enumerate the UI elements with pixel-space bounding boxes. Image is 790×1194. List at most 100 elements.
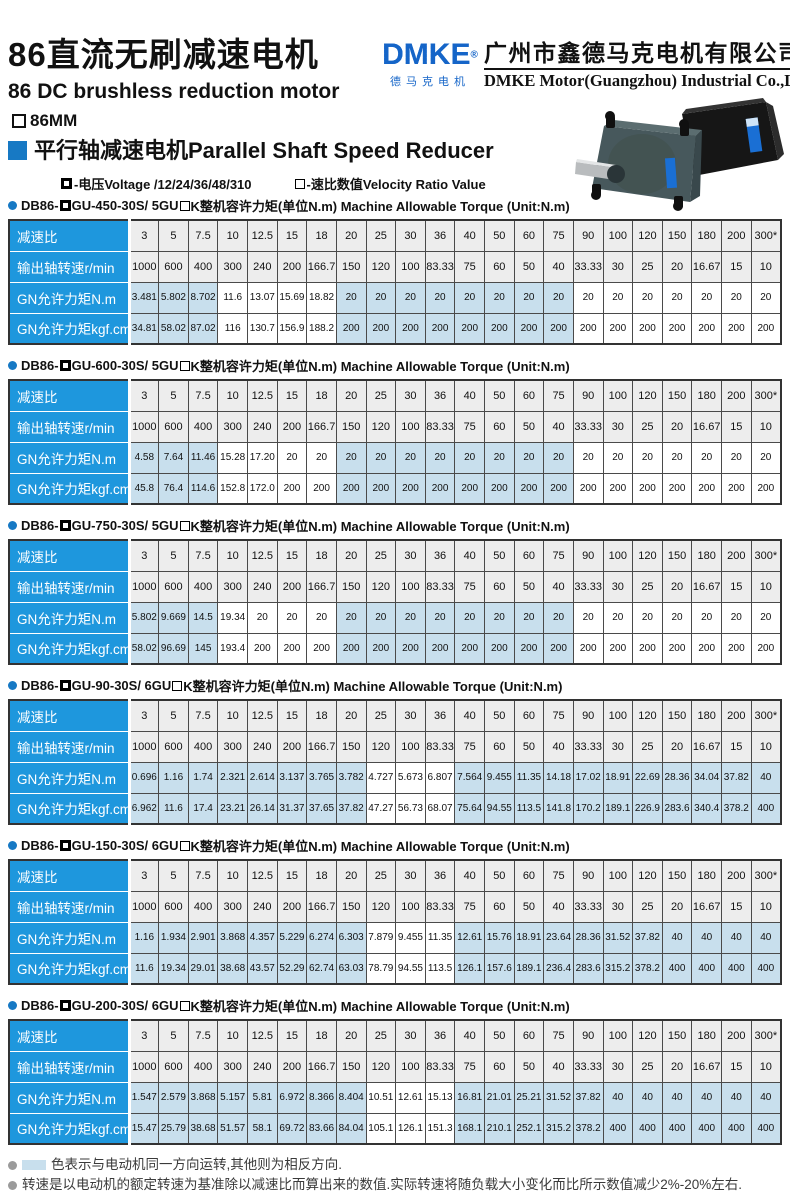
bullet-icon	[8, 361, 17, 370]
table-cell: 120	[365, 250, 397, 283]
table-row: 减速比 3 5 7.5 10 12.5 15 18 20 25 30 36 40 50 60 75 90 100 1…	[8, 1019, 782, 1052]
table-cell: 20	[306, 601, 337, 634]
table-cell: 10	[750, 570, 782, 603]
table-cell: 18	[306, 1019, 337, 1052]
table-cell: 33.33	[572, 890, 604, 923]
row-label: 输出轴转速r/min	[8, 730, 131, 763]
table-cell: 5	[158, 1019, 189, 1052]
table-cell: 150	[335, 410, 367, 443]
table-cell: 200	[602, 472, 634, 505]
table-cell: 33.33	[572, 250, 604, 283]
table-cell: 30	[602, 890, 634, 923]
table-cell: 20	[661, 601, 693, 634]
table-cell: 18	[306, 859, 337, 892]
table-cell: 20	[602, 441, 634, 474]
table-cell: 189.1	[513, 952, 545, 985]
table-cell: 18	[306, 699, 337, 732]
table-cell: 20	[484, 441, 515, 474]
table-cell: 400	[187, 1050, 219, 1083]
table-cell: 20	[572, 441, 604, 474]
table-cell: 11.35	[513, 761, 545, 794]
table-cell: 200	[335, 632, 367, 665]
table-row: 输出轴转速r/min 1000 600 400 300 240 200 166.7 150 120…	[8, 1050, 782, 1083]
table-cell: 200	[750, 472, 782, 505]
table-cell: 75	[454, 730, 485, 763]
table-cell: 20	[513, 441, 545, 474]
table-section-450: DB86- GU-450-30S/ 5GU K整机容许力矩(单位N.m) Machi…	[8, 196, 782, 345]
table-cell: 30	[395, 699, 426, 732]
table-cell: 1.16	[128, 921, 160, 954]
table-cell: 60	[484, 890, 515, 923]
table-cell: 150	[661, 219, 693, 252]
table-cell: 75	[454, 410, 485, 443]
table-cell: 6.807	[424, 761, 456, 794]
ratio-box-icon	[179, 200, 190, 211]
table-cell: 166.7	[306, 250, 337, 283]
table-cell: 76.4	[158, 472, 189, 505]
table-cell: 200	[602, 632, 634, 665]
table-cell: 2.579	[158, 1081, 189, 1114]
table-cell: 30	[395, 539, 426, 572]
table-cell: 20	[335, 601, 367, 634]
table-cell: 20	[335, 699, 367, 732]
row-label: GN允许力矩N.m	[8, 281, 131, 314]
table-cell: 1.934	[158, 921, 189, 954]
table-cell: 68.07	[424, 792, 456, 825]
company-name-cn: 广州市鑫德马克电机有限公司	[484, 40, 790, 70]
table-cell: 1000	[128, 1050, 160, 1083]
table-cell: 20	[661, 1050, 693, 1083]
table-cell: 145	[187, 632, 219, 665]
table-cell: 7.564	[454, 761, 485, 794]
table-cell: 30	[602, 730, 634, 763]
table-cell: 1000	[128, 410, 160, 443]
table-cell: 30	[602, 570, 634, 603]
table-cell: 25	[365, 699, 397, 732]
table-cell: 400	[187, 730, 219, 763]
table-cell: 37.82	[721, 761, 752, 794]
table-row: GN允许力矩N.m 4.58 7.64 11.46 15.28 17.20 20 20 20 20…	[8, 441, 782, 474]
table-cell: 20	[750, 441, 782, 474]
table-cell: 18	[306, 219, 337, 252]
bullet-icon	[8, 1001, 17, 1010]
table-cell: 40	[454, 859, 485, 892]
table-cell: 200	[632, 632, 663, 665]
table-cell: 200	[335, 472, 367, 505]
table-cell: 378.2	[632, 952, 663, 985]
table-cell: 75.64	[454, 792, 485, 825]
table-row: 减速比 3 5 7.5 10 12.5 15 18 20 25 30 36 40 50 60 75 90 100 1…	[8, 859, 782, 892]
table-cell: 180	[691, 379, 722, 412]
table-cell: 10	[217, 539, 248, 572]
table-cell: 83.33	[424, 410, 456, 443]
table-cell: 58.02	[158, 312, 189, 345]
table-cell: 300	[217, 890, 248, 923]
table-cell: 40	[750, 1081, 782, 1114]
table-cell: 20	[247, 601, 278, 634]
table-cell: 83.33	[424, 250, 456, 283]
table-cell: 40	[750, 921, 782, 954]
table-cell: 7.5	[187, 379, 219, 412]
table-cell: 30	[395, 379, 426, 412]
table-cell: 12.5	[247, 859, 278, 892]
table-cell: 200	[661, 312, 693, 345]
table-section-200: DB86- GU-200-30S/ 6GU K整机容许力矩(单位N.m) Machi…	[8, 996, 782, 1145]
table-cell: 150	[661, 859, 693, 892]
table-cell: 20	[572, 281, 604, 314]
table-cell: 1000	[128, 570, 160, 603]
table-cell: 150	[661, 1019, 693, 1052]
table-row: GN允许力矩kgf.cm 11.6 19.34 29.01 38.68 43.57 52.2…	[8, 952, 782, 985]
table-cell: 16.67	[691, 1050, 722, 1083]
table-cell: 3.782	[335, 761, 367, 794]
table-cell: 20	[691, 601, 722, 634]
table-cell: 20	[661, 410, 693, 443]
table-title-mid: GU-90-30S/ 6GU	[71, 678, 172, 693]
table-cell: 16.67	[691, 570, 722, 603]
table-cell: 20	[602, 601, 634, 634]
table-cell: 400	[750, 792, 782, 825]
gray-bullet-icon	[8, 1160, 17, 1170]
table-row: GN允许力矩N.m 0.696 1.16 1.74 2.321 2.614 3.137 3.7…	[8, 761, 782, 794]
bullet-icon	[8, 841, 17, 850]
table-cell: 200	[632, 472, 663, 505]
row-label: GN允许力矩N.m	[8, 921, 131, 954]
table-cell: 166.7	[306, 410, 337, 443]
table-cell: 5	[158, 859, 189, 892]
